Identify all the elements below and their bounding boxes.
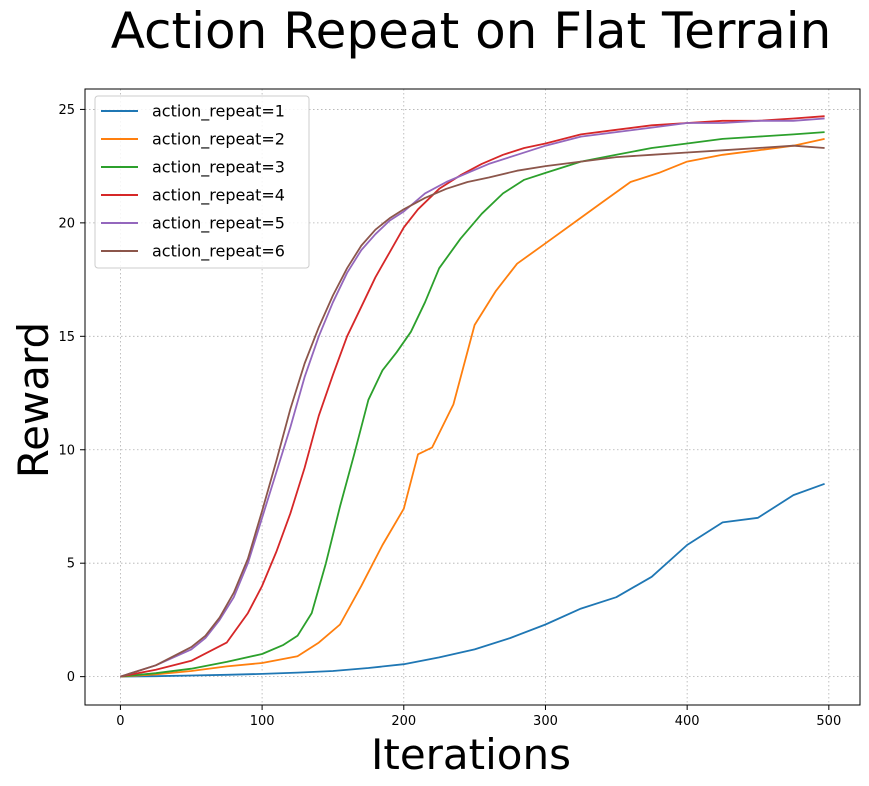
x-tick-label: 300 (533, 714, 558, 729)
series-line-4 (120, 115, 825, 678)
series-lines (120, 115, 825, 678)
series-line-5 (120, 117, 825, 678)
legend-box (94, 95, 310, 269)
y-axis: 0 5 10 15 20 25 (58, 103, 85, 685)
legend-label: action_repeat=6 (152, 242, 285, 262)
legend-label: action_repeat=5 (152, 214, 285, 234)
legend-label: action_repeat=1 (152, 102, 285, 122)
series-line-3 (120, 131, 825, 678)
y-tick-label: 10 (58, 443, 75, 458)
x-axis-label: Iterations (371, 730, 571, 779)
y-tick-label: 5 (67, 557, 75, 572)
y-tick-label: 0 (67, 670, 75, 685)
y-tick-label: 20 (58, 216, 75, 231)
x-tick-label: 100 (250, 714, 275, 729)
y-tick-label: 25 (58, 103, 75, 118)
x-axis: 0 100 200 300 400 500 (116, 705, 841, 729)
series-line-2 (120, 138, 825, 678)
legend-label: action_repeat=2 (152, 130, 285, 150)
chart-title: Action Repeat on Flat Terrain (111, 2, 832, 60)
plot-frame (84, 88, 861, 706)
series-line-1 (120, 482, 825, 678)
legend-label: action_repeat=4 (152, 186, 285, 206)
legend: action_repeat=1 action_repeat=2 action_rep… (94, 95, 310, 269)
x-tick-label: 500 (816, 714, 841, 729)
y-tick-label: 15 (58, 330, 75, 345)
x-tick-label: 0 (116, 714, 124, 729)
y-axis-label: Reward (9, 322, 58, 478)
x-tick-label: 200 (391, 714, 416, 729)
x-tick-label: 400 (675, 714, 700, 729)
legend-label: action_repeat=3 (152, 158, 285, 178)
series-line-6 (120, 144, 825, 678)
